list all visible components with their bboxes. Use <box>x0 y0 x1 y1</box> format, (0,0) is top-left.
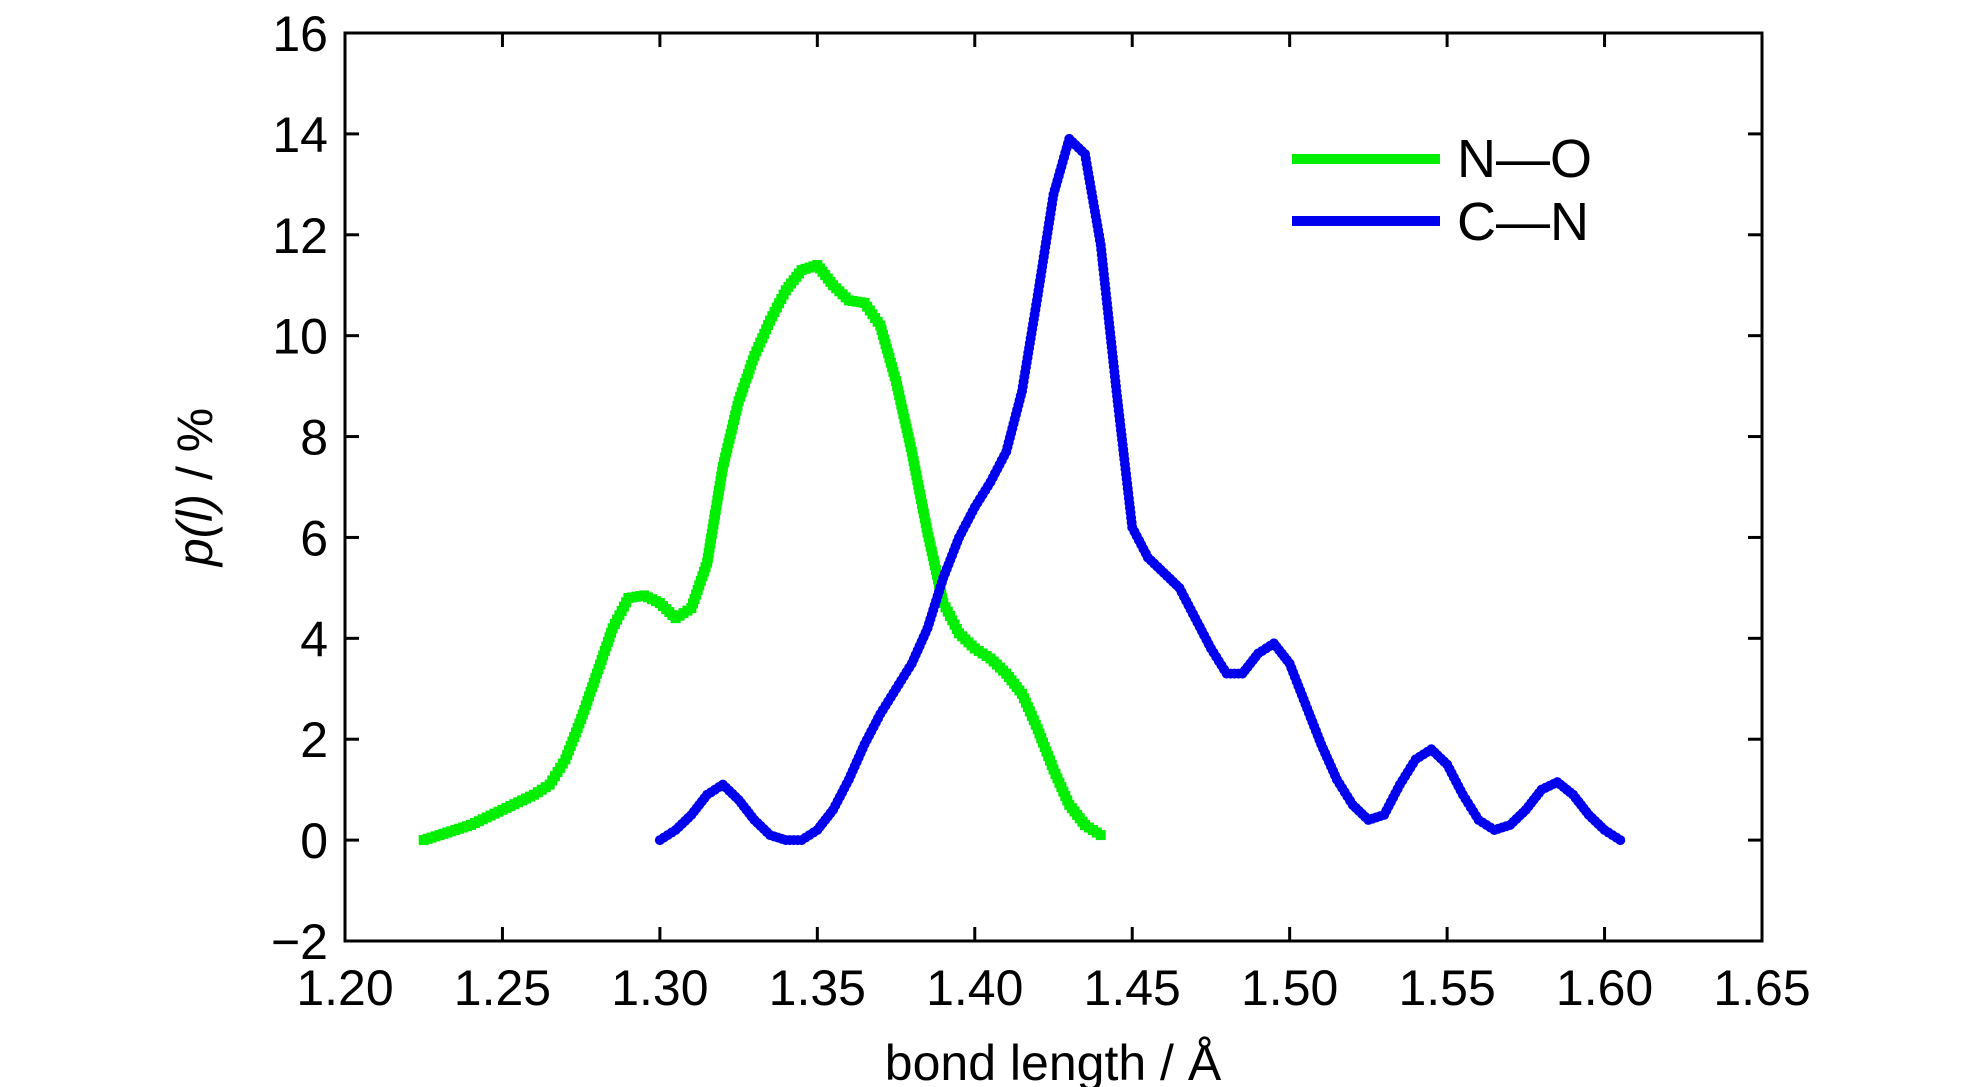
x-axis-title: bond length / Å <box>885 1035 1222 1087</box>
x-tick-label-6: 1.50 <box>1241 960 1338 1016</box>
legend-label-1: C—N <box>1457 192 1589 252</box>
legend: N—O C—N <box>1292 129 1592 252</box>
x-tick-label-2: 1.30 <box>611 960 708 1016</box>
series-layer <box>418 133 1626 846</box>
y-tick-label-7: 2 <box>300 712 328 768</box>
y-tick-label-4: 8 <box>300 410 328 466</box>
series-1-point <box>1615 835 1626 846</box>
x-tick-label-8: 1.60 <box>1556 960 1653 1016</box>
y-tick-label-8: 0 <box>300 813 328 869</box>
y-axis-title: p(l) / % <box>167 408 223 568</box>
y-tick-label-9: −2 <box>271 914 328 970</box>
y-axis: 16 14 12 10 8 6 4 2 0 −2 <box>271 6 1762 970</box>
x-tick-label-1: 1.25 <box>454 960 551 1016</box>
series-0 <box>418 260 1106 846</box>
plot-frame <box>343 31 1764 943</box>
y-tick-label-1: 14 <box>272 107 328 163</box>
y-axis-title-variable: p(l) <box>167 494 223 568</box>
x-tick-label-4: 1.40 <box>926 960 1023 1016</box>
x-tick-label-7: 1.55 <box>1398 960 1495 1016</box>
x-tick-label-3: 1.35 <box>769 960 866 1016</box>
series-1 <box>654 133 1626 846</box>
x-tick-label-0: 1.20 <box>296 960 393 1016</box>
y-tick-label-2: 12 <box>272 208 328 264</box>
x-tick-label-5: 1.45 <box>1084 960 1181 1016</box>
legend-entry-1: C—N <box>1292 192 1589 252</box>
x-axis: 1.20 1.25 1.30 1.35 1.40 1.45 1.50 1.55 1.60 1.65 <box>296 33 1811 1016</box>
legend-entry-0: N—O <box>1292 129 1592 189</box>
legend-label-0: N—O <box>1457 129 1592 189</box>
y-axis-title-unit: / % <box>167 408 223 494</box>
series-0-point <box>1095 830 1106 841</box>
y-tick-label-5: 6 <box>300 510 328 566</box>
y-tick-label-0: 16 <box>272 6 328 62</box>
y-tick-label-3: 10 <box>272 309 328 365</box>
y-tick-label-6: 4 <box>300 611 328 667</box>
x-tick-label-9: 1.65 <box>1713 960 1810 1016</box>
